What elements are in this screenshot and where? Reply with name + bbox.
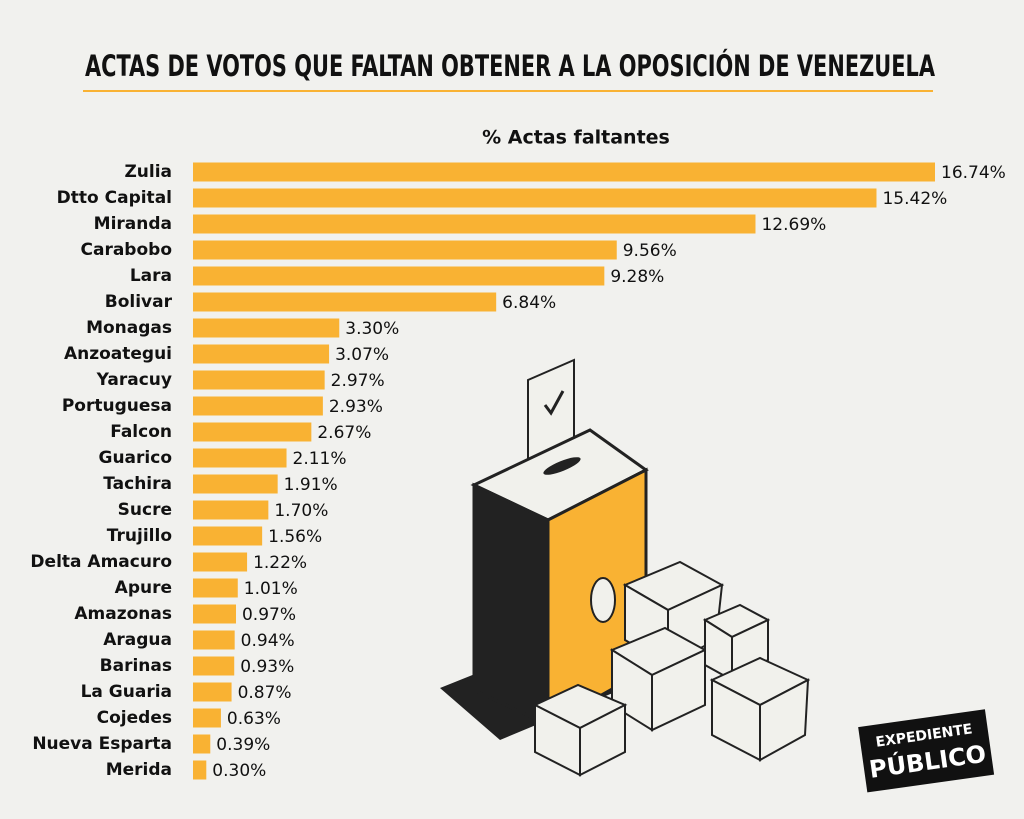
category-label: Portuguesa [62,396,172,416]
bar [193,292,497,312]
bar [193,318,340,338]
bar [193,214,756,234]
bar [193,656,235,676]
value-label: 0.93% [240,657,294,677]
bar [193,266,605,286]
category-label: Miranda [94,214,172,234]
value-label: 16.74% [941,163,1006,183]
bar [193,682,232,702]
category-label: Monagas [86,318,172,338]
bar [193,500,269,520]
value-label: 2.93% [329,397,383,417]
bar [193,630,235,650]
value-label: 2.67% [317,423,371,443]
value-label: 3.30% [345,319,399,339]
category-label: Apure [115,578,172,598]
category-label: Carabobo [81,240,173,260]
value-label: 6.84% [502,293,556,313]
value-label: 2.97% [331,371,385,391]
value-label: 1.91% [284,475,338,495]
category-label: Barinas [100,656,172,676]
category-label: Delta Amacuro [30,552,172,572]
category-label: Zulia [124,162,172,182]
category-label: Falcon [110,422,172,442]
value-label: 12.69% [761,215,826,235]
chart-title: ACTAS DE VOTOS QUE FALTAN OBTENER A LA O… [85,49,936,83]
value-label: 3.07% [335,345,389,365]
bar [193,552,248,572]
category-label: Lara [130,266,172,286]
bar [193,162,935,182]
bar [193,708,221,728]
category-label: Bolivar [105,292,173,312]
category-label: La Guaria [81,682,172,702]
category-label: Anzoategui [64,344,172,364]
bar [193,578,238,598]
category-label: Nueva Esparta [32,734,172,754]
category-label: Aragua [103,630,172,650]
category-label: Tachira [103,474,172,494]
value-label: 1.56% [268,527,322,547]
category-label: Guarico [99,448,173,468]
bar [193,422,312,442]
category-label: Yaracuy [96,370,172,390]
value-label: 1.22% [253,553,307,573]
value-label: 0.97% [242,605,296,625]
bar [193,474,278,494]
value-label: 0.87% [238,683,292,703]
bar [193,760,207,780]
value-label: 1.70% [274,501,328,521]
bar [193,604,236,624]
logo: EXPEDIENTE PÚBLICO [858,709,995,793]
category-label: Trujillo [107,526,172,546]
value-label: 9.28% [610,267,664,287]
bar [193,396,323,416]
bar [193,448,287,468]
value-label: 1.01% [244,579,298,599]
value-label: 9.56% [623,241,677,261]
bar [193,344,330,364]
value-label: 0.94% [241,631,295,651]
category-label: Amazonas [74,604,172,624]
value-label: 0.30% [212,761,266,781]
bar [193,526,263,546]
ballot-illustration [440,358,811,777]
value-label: 0.39% [216,735,270,755]
category-label: Merida [106,760,172,780]
bar [193,734,211,754]
bar [193,370,325,390]
value-label: 15.42% [882,189,947,209]
chart-subtitle: % Actas faltantes [482,127,670,149]
bar [193,240,617,260]
category-label: Cojedes [97,708,172,728]
bar [193,188,877,208]
category-label: Sucre [118,500,172,520]
category-label: Dtto Capital [57,188,172,208]
value-label: 0.63% [227,709,281,729]
value-label: 2.11% [293,449,347,469]
